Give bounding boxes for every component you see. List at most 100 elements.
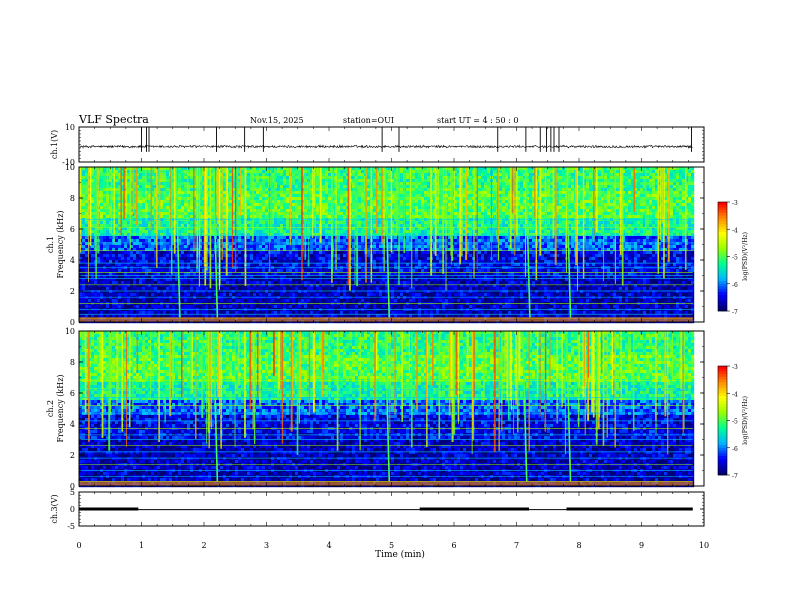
spectrogram-cell (277, 227, 281, 231)
spectrogram-cell (223, 191, 227, 195)
spectrogram-cell (202, 293, 206, 297)
spectrogram-cell (133, 230, 137, 234)
spectrogram-cell (346, 224, 350, 228)
spectrogram-cell (112, 314, 116, 318)
spectrogram-cell (241, 200, 245, 204)
spectrogram-cell (220, 230, 224, 234)
spectrogram-cell (82, 281, 86, 285)
spectrogram-cell (223, 185, 227, 189)
spectrogram-cell (349, 296, 353, 300)
spectrogram-cell (265, 242, 269, 246)
spectrogram-cell (274, 245, 278, 249)
spectrogram-cell (280, 191, 284, 195)
spectrogram-cell (277, 203, 281, 207)
spectrogram-cell (88, 275, 92, 279)
spectrogram-cell (142, 224, 146, 228)
spectrogram-cell (103, 185, 107, 189)
spectrogram-cell (298, 173, 302, 177)
spectrogram-cell (148, 188, 152, 192)
spectrogram-cell (292, 314, 296, 318)
spectrogram-cell (85, 182, 89, 186)
spectrogram-cell (121, 206, 125, 210)
spectrogram-cell (280, 215, 284, 219)
spectrogram-cell (232, 245, 236, 249)
spectrogram-cell (343, 275, 347, 279)
spectrogram-cell (271, 242, 275, 246)
spectrogram-cell (202, 194, 206, 198)
spectrogram-cell (85, 290, 89, 294)
spectrogram-cell (235, 299, 239, 303)
spectrogram-cell (169, 278, 173, 282)
spectrogram-cell (172, 188, 176, 192)
spectrogram-cell (127, 233, 131, 237)
spectrogram-cell (289, 251, 293, 255)
spectrogram-cell (85, 170, 89, 174)
spectrogram-cell (157, 254, 161, 258)
spectrogram-cell (295, 212, 299, 216)
spectrogram-cell (268, 287, 272, 291)
spectrogram-cell (136, 257, 140, 261)
spectrogram-cell (148, 293, 152, 297)
spectrogram-cell (352, 221, 356, 225)
spectrogram-cell (343, 227, 347, 231)
spectrogram-cell (283, 299, 287, 303)
spectrogram-cell (166, 281, 170, 285)
spectrogram-cell (286, 215, 290, 219)
spectrogram-cell (355, 314, 359, 318)
spectrogram-cell (166, 209, 170, 213)
spectrogram-cell (190, 194, 194, 198)
spectrogram-cell (172, 248, 176, 252)
spectrogram-cell (82, 242, 86, 246)
spectrogram-cell (343, 221, 347, 225)
spectrogram-cell (133, 242, 137, 246)
spectrogram-cell (259, 179, 263, 183)
spectrogram-cell (118, 278, 122, 282)
spectrogram-cell (160, 227, 164, 231)
spectrogram-cell (352, 281, 356, 285)
spectrogram-cell (181, 275, 185, 279)
spectrogram-cell (238, 176, 242, 180)
spectrogram-cell (166, 299, 170, 303)
spectrogram-cell (175, 311, 179, 315)
spectrogram-cell (232, 281, 236, 285)
spectrogram-cell (184, 200, 188, 204)
spectrogram-cell (316, 221, 320, 225)
spectrogram-cell (184, 254, 188, 258)
spectrogram-cell (151, 287, 155, 291)
spectrogram-cell (202, 260, 206, 264)
spectrogram-cell (316, 227, 320, 231)
spectrogram-cell (118, 314, 122, 318)
spectrogram-cell (115, 287, 119, 291)
spectrogram-cell (211, 251, 215, 255)
spectrogram-cell (334, 287, 338, 291)
spectrogram-cell (265, 284, 269, 288)
spectrogram-cell (85, 200, 89, 204)
spectrogram-cell (157, 290, 161, 294)
spectrogram-cell (112, 278, 116, 282)
spectrogram-cell (121, 215, 125, 219)
spectrogram-cell (235, 236, 239, 240)
spectrogram-cell (295, 287, 299, 291)
spectrogram-cell (115, 215, 119, 219)
spectrogram-cell (91, 305, 95, 309)
spectrogram-cell (301, 290, 305, 294)
spectrogram-cell (190, 167, 194, 171)
spectrogram-cell (127, 200, 131, 204)
spectrogram-cell (94, 281, 98, 285)
spectrogram-cell (130, 263, 134, 267)
spectrogram-cell (271, 299, 275, 303)
spectrogram-cell (283, 179, 287, 183)
spectrogram-cell (166, 269, 170, 273)
spectrogram-cell (229, 272, 233, 276)
spectrogram-cell (154, 293, 158, 297)
spectrogram-cell (139, 299, 143, 303)
spectrogram-cell (250, 299, 254, 303)
spectrogram-cell (256, 296, 260, 300)
spectrogram-cell (280, 230, 284, 234)
spectrogram-cell (136, 230, 140, 234)
spectrogram-cell (274, 296, 278, 300)
spectrogram-cell (91, 236, 95, 240)
spectrogram-cell (139, 269, 143, 273)
spectrogram-cell (349, 305, 353, 309)
spectrogram-cell (139, 260, 143, 264)
